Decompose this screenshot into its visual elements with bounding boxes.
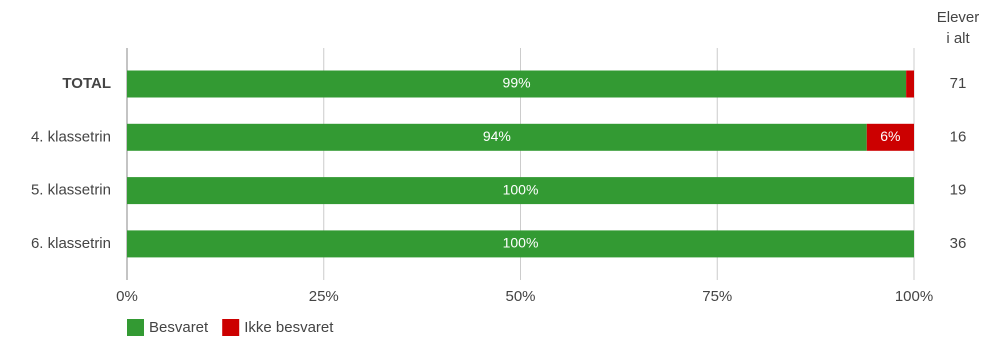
total-value: 36 <box>950 235 967 252</box>
totals-header: Elever <box>937 9 980 26</box>
total-value: 16 <box>950 128 967 145</box>
legend-swatch <box>222 319 240 336</box>
bar-segment <box>127 177 914 205</box>
bar-segment <box>127 230 914 258</box>
x-tick-label: 0% <box>116 288 138 305</box>
data-label: 100% <box>503 235 539 251</box>
bar-segment <box>127 123 867 151</box>
data-label: 94% <box>483 128 511 144</box>
total-value: 19 <box>950 182 967 199</box>
legend-label: Ikke besvaret <box>244 319 334 336</box>
x-tick-label: 25% <box>309 288 339 305</box>
x-tick-label: 75% <box>702 288 732 305</box>
bar-segment <box>906 70 914 98</box>
data-label: 6% <box>880 128 900 144</box>
bar-segment <box>866 123 914 151</box>
data-label: 99% <box>503 75 531 91</box>
bar-segment <box>127 70 907 98</box>
y-tick-label: TOTAL <box>62 75 111 92</box>
y-tick-label: 4. klassetrin <box>31 128 111 145</box>
y-tick-label: 6. klassetrin <box>31 235 111 252</box>
total-value: 71 <box>950 75 967 92</box>
legend-swatch <box>127 319 144 336</box>
totals-header: i alt <box>946 30 970 47</box>
legend-label: Besvaret <box>149 319 209 336</box>
x-tick-label: 50% <box>505 288 535 305</box>
data-label: 100% <box>503 181 539 197</box>
y-tick-label: 5. klassetrin <box>31 182 111 199</box>
x-tick-label: 100% <box>895 288 933 305</box>
